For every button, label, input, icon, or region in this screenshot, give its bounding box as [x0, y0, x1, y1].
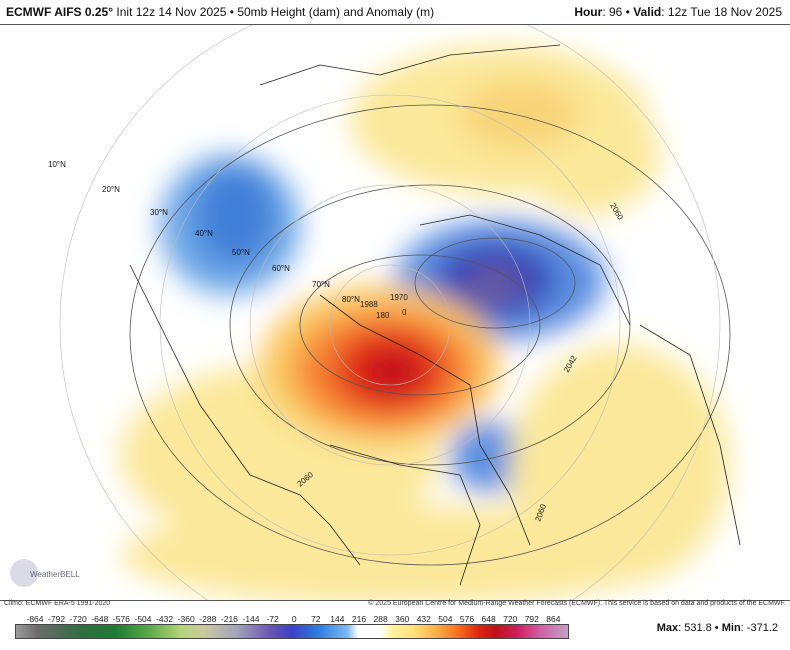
svg-text:0: 0	[402, 308, 407, 317]
colorbar-tick: -216	[220, 614, 238, 624]
colorbar-tick: 216	[351, 614, 367, 624]
colorbar-tick: 864	[546, 614, 561, 624]
colorbar-tick: -432	[156, 614, 174, 624]
valid-time: Hour: 96 • Valid: 12z Tue 18 Nov 2025	[574, 5, 782, 19]
climo-note: Climo: ECMWF ERA-5 1991-2020	[4, 600, 111, 607]
colorbar-tick: -648	[91, 614, 109, 624]
colorbar-tick: 0	[291, 614, 297, 624]
colorbar-tick: 288	[373, 614, 388, 624]
colorbar-tick: 648	[481, 614, 496, 624]
colorbar-tick: -144	[242, 614, 260, 624]
colorbar-tick: 144	[330, 614, 345, 624]
footer: Climo: ECMWF ERA-5 1991-2020 © 2025 Euro…	[0, 600, 790, 612]
svg-text:WeatherBELL: WeatherBELL	[30, 570, 80, 579]
colorbar-tick: -288	[199, 614, 217, 624]
colorbar-tick: 576	[459, 614, 475, 624]
height-contours	[129, 104, 731, 566]
colorbar-tick: 72	[311, 614, 321, 624]
colorbar-tick: -360	[177, 614, 195, 624]
svg-text:80°N: 80°N	[342, 295, 360, 304]
title: ECMWF AIFS 0.25° Init 12z 14 Nov 2025 • …	[6, 5, 435, 19]
colorbar-tick: 360	[395, 614, 410, 624]
colorbar-tick: 432	[416, 614, 431, 624]
colorbar-tick: -864	[26, 614, 44, 624]
svg-text:1988: 1988	[360, 300, 378, 309]
svg-text:60°N: 60°N	[272, 264, 290, 273]
colorbar-tick: 720	[503, 614, 518, 624]
weatherbell-logo: WeatherBELL	[10, 559, 80, 587]
header: ECMWF AIFS 0.25° Init 12z 14 Nov 2025 • …	[0, 0, 790, 24]
colorbar-tick: -576	[112, 614, 130, 624]
svg-text:180: 180	[376, 311, 390, 320]
colorbar-tick: 504	[438, 614, 453, 624]
svg-text:20°N: 20°N	[102, 185, 120, 194]
copyright: © 2025 European Centre for Medium-Range …	[368, 600, 786, 607]
colorbar-tick: -72	[266, 614, 279, 624]
colorbar-tick: -792	[48, 614, 66, 624]
max-min: Max: 531.8 • Min: -371.2	[656, 622, 778, 634]
svg-text:10°N: 10°N	[48, 160, 66, 169]
colorbar-tick: -720	[69, 614, 87, 624]
svg-text:40°N: 40°N	[195, 229, 213, 238]
svg-text:30°N: 30°N	[150, 208, 168, 217]
colorbar-tick: -504	[134, 614, 152, 624]
map-canvas: 10°N 20°N 30°N 40°N 50°N 60°N 70°N 80°N …	[10, 0, 741, 650]
anomaly-field	[120, 45, 730, 605]
svg-text:50°N: 50°N	[232, 248, 250, 257]
colorbar-ticks: -864 -792 -720 -648 -576 -504 -432 -360 -288 -216…	[15, 614, 567, 624]
colorbar	[15, 624, 569, 639]
colorbar-tick: 792	[524, 614, 539, 624]
coastlines	[129, 44, 741, 586]
svg-text:70°N: 70°N	[312, 280, 330, 289]
svg-text:1970: 1970	[390, 293, 408, 302]
latitude-labels: 10°N 20°N 30°N 40°N 50°N 60°N 70°N 80°N	[48, 160, 360, 304]
